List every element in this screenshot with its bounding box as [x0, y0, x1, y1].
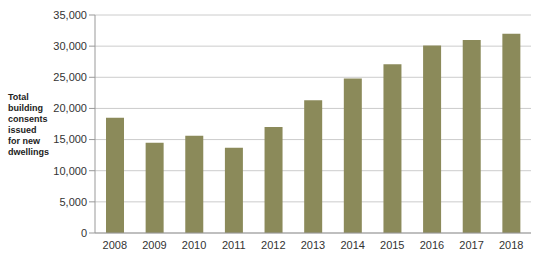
html-text:consents: consents — [8, 114, 48, 124]
svg-text:10,000: 10,000 — [53, 165, 87, 177]
svg-text:2016: 2016 — [420, 239, 444, 251]
svg-text:15,000: 15,000 — [53, 133, 87, 145]
svg-text:2009: 2009 — [142, 239, 166, 251]
svg-text:2014: 2014 — [340, 239, 364, 251]
svg-text:5,000: 5,000 — [59, 196, 87, 208]
svg-text:2012: 2012 — [261, 239, 285, 251]
svg-text:2015: 2015 — [380, 239, 404, 251]
html-text:dwellings: dwellings — [8, 147, 49, 157]
svg-text:2018: 2018 — [499, 239, 523, 251]
svg-text:2017: 2017 — [459, 239, 483, 251]
svg-text:20,000: 20,000 — [53, 102, 87, 114]
html-text:Total: Total — [8, 92, 29, 102]
svg-text:2008: 2008 — [103, 239, 127, 251]
svg-text:2011: 2011 — [222, 239, 246, 251]
svg-text:2013: 2013 — [301, 239, 325, 251]
svg-text:0: 0 — [81, 227, 87, 239]
svg-text:35,000: 35,000 — [53, 9, 87, 21]
html-text:for new: for new — [8, 136, 40, 146]
html-text:building: building — [8, 103, 43, 113]
html-text:issued: issued — [8, 125, 37, 135]
svg-text:30,000: 30,000 — [53, 40, 87, 52]
svg-text:2010: 2010 — [182, 239, 206, 251]
svg-text:25,000: 25,000 — [53, 71, 87, 83]
